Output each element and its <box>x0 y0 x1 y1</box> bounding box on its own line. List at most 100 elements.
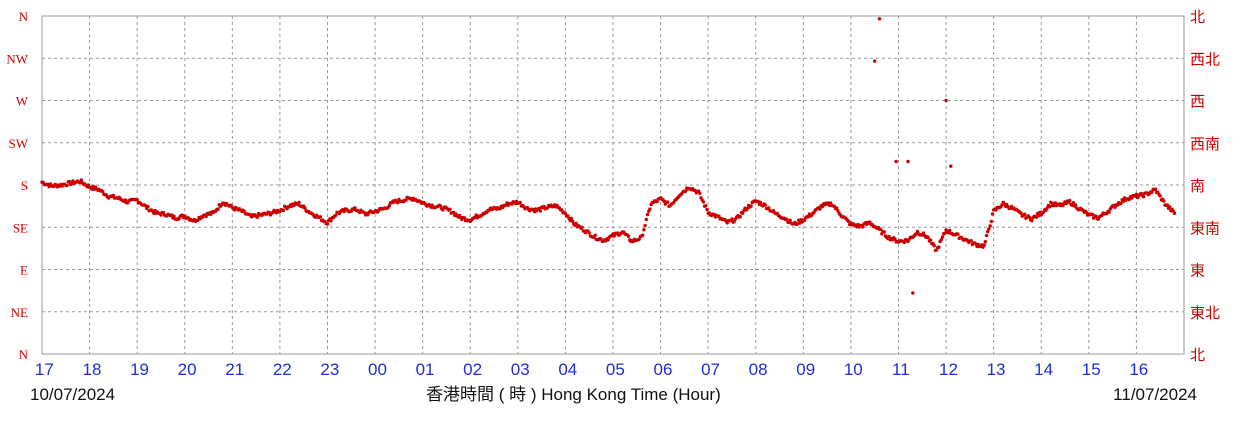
data-point <box>152 211 156 215</box>
data-point <box>698 191 702 195</box>
data-point <box>451 210 456 215</box>
data-point <box>626 234 631 238</box>
data-point <box>329 219 333 223</box>
data-point <box>196 218 200 223</box>
data-point <box>730 217 734 221</box>
data-point <box>887 234 891 239</box>
data-point <box>462 216 466 220</box>
data-point <box>741 211 745 215</box>
data-point <box>877 17 882 21</box>
data-point <box>612 234 616 238</box>
x-tick-label: 06 <box>654 360 673 379</box>
data-point <box>818 207 822 211</box>
x-tick-label: 20 <box>178 360 197 379</box>
x-tick-label: 21 <box>225 360 244 379</box>
x-tick-label: 03 <box>511 360 530 379</box>
x-tick-label: 07 <box>701 360 720 379</box>
x-tick-label: 18 <box>83 360 102 379</box>
data-point <box>387 203 392 208</box>
data-point <box>1074 203 1078 207</box>
data-point <box>745 206 750 211</box>
y-tick-label-left: NW <box>6 51 28 66</box>
y-tick-label-left: W <box>16 94 29 109</box>
data-point <box>986 229 990 234</box>
data-point <box>1162 199 1166 203</box>
data-point <box>216 207 220 211</box>
data-point <box>932 243 936 248</box>
y-tick-label-left: SW <box>9 136 29 151</box>
data-point <box>1019 211 1023 215</box>
x-tick-label: 16 <box>1129 360 1148 379</box>
data-point <box>921 231 926 235</box>
x-axis-title: 香港時間 ( 時 ) Hong Kong Time (Hour) <box>426 385 721 404</box>
data-point <box>983 240 987 244</box>
data-point <box>146 204 150 209</box>
data-point <box>593 233 597 237</box>
data-point <box>1034 215 1039 219</box>
data-point <box>560 208 564 212</box>
data-point <box>928 238 933 242</box>
data-point <box>1119 201 1123 205</box>
data-point <box>988 224 992 228</box>
data-point <box>861 225 865 229</box>
y-tick-label-left: E <box>20 263 28 278</box>
x-tick-label: 11 <box>892 360 910 379</box>
y-tick-label-left: N <box>19 347 29 362</box>
y-tick-label-left: NE <box>11 305 28 320</box>
data-point <box>438 204 443 208</box>
data-point <box>1172 211 1177 215</box>
data-point <box>297 200 301 205</box>
y-tick-label-right: 東北 <box>1190 304 1220 322</box>
y-tick-label-left: SE <box>13 220 28 235</box>
data-point <box>1158 194 1162 198</box>
data-point <box>574 221 578 226</box>
data-point <box>902 240 907 245</box>
x-tick-label: 14 <box>1034 360 1053 379</box>
data-point <box>939 238 943 242</box>
data-point <box>318 215 323 219</box>
data-point <box>518 200 522 205</box>
data-point <box>303 206 307 210</box>
x-tick-label: 08 <box>749 360 768 379</box>
y-tick-label-right: 東南 <box>1190 219 1220 237</box>
data-point <box>637 237 641 241</box>
x-tick-label: 13 <box>987 360 1006 379</box>
x-tick-label: 17 <box>35 360 54 379</box>
data-point <box>1071 201 1076 205</box>
x-tick-label: 04 <box>558 360 577 379</box>
data-point <box>334 213 338 217</box>
x-tick-label: 02 <box>463 360 482 379</box>
data-point <box>570 219 575 223</box>
x-tick-label: 00 <box>368 360 387 379</box>
data-point <box>893 237 897 241</box>
data-point <box>937 245 941 249</box>
y-axis-left-labels: N NE E SE S SW W NW N <box>6 9 28 362</box>
data-point <box>281 208 286 213</box>
data-point <box>172 214 176 218</box>
x-tick-label: 10 <box>844 360 863 379</box>
y-tick-label-right: 東 <box>1190 262 1205 280</box>
data-points <box>40 17 1177 295</box>
data-point <box>738 214 742 219</box>
data-point <box>758 200 763 205</box>
data-point <box>101 189 105 194</box>
data-point <box>71 179 75 183</box>
data-point <box>717 214 721 218</box>
data-point <box>704 204 708 208</box>
data-point <box>820 204 825 209</box>
data-point <box>645 212 650 217</box>
start-date: 10/07/2024 <box>30 385 116 404</box>
data-point <box>1141 195 1146 199</box>
data-point <box>926 235 930 240</box>
data-point <box>956 232 960 236</box>
x-tick-label: 15 <box>1082 360 1101 379</box>
data-point <box>135 198 139 202</box>
data-point <box>1153 187 1158 191</box>
data-point <box>569 216 574 221</box>
data-point <box>204 214 208 219</box>
data-point <box>879 227 883 232</box>
data-point <box>763 203 767 207</box>
data-point <box>701 200 706 204</box>
plot-frame <box>41 15 1185 355</box>
